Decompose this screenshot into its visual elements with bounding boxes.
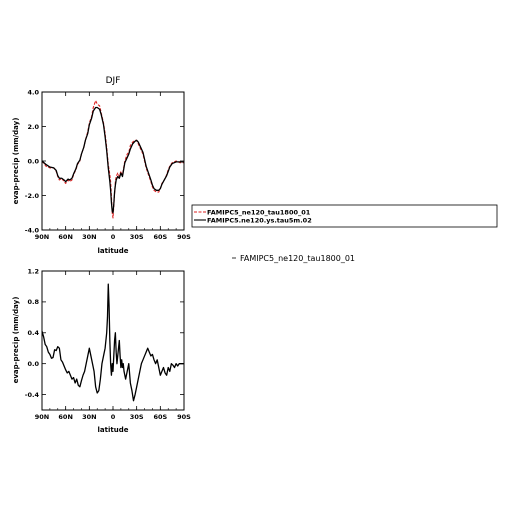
bottom-panel: 90N 60N 30N 0 30S 60S 90S -0.4 0.0 0.4 0.8 1.2 lat…: [12, 267, 191, 434]
legend-items: FAMIPC5_ne120_tau1800_01FAMIPC5.ne120.ys…: [194, 208, 312, 224]
top-x-tick-label: 30N: [82, 233, 97, 241]
bottom-x-tick-label: 90N: [35, 413, 50, 421]
bottom-y-tick-label: 1.2: [27, 267, 39, 275]
annotation: FAMIPC5_ne120_tau1800_01: [232, 254, 355, 263]
bottom-y-ticks: -0.4 0.0 0.4 0.8 1.2: [25, 267, 184, 399]
bottom-y-axis-label: evap-precip (mm/day): [12, 297, 20, 384]
legend-label-1: FAMIPC5_ne120_tau1800_01: [207, 208, 311, 216]
bottom-series-line-1: [41, 283, 184, 402]
bottom-y-tick-label: -0.4: [25, 391, 40, 399]
bottom-x-tick-label: 0: [111, 413, 116, 421]
top-x-tick-label: 90S: [177, 233, 191, 241]
top-x-tick-label: 30S: [130, 233, 144, 241]
top-y-tick-label: -4.0: [25, 226, 40, 234]
top-x-tick-label: 60N: [58, 233, 73, 241]
bottom-y-tick-label: 0.0: [27, 360, 39, 368]
top-y-ticks: -4.0 -2.0 0.0 2.0 4.0: [25, 88, 184, 234]
top-series-group: [41, 100, 184, 219]
top-series-line-1: [41, 100, 184, 219]
bottom-x-axis-label: latitude: [98, 426, 129, 434]
bottom-y-tick-label: 0.8: [27, 298, 39, 306]
top-y-tick-label: 4.0: [27, 88, 39, 96]
bottom-y-tick-label: 0.4: [27, 329, 39, 337]
bottom-x-tick-label: 30S: [130, 413, 144, 421]
bottom-x-tick-label: 30N: [82, 413, 97, 421]
top-y-tick-label: 0.0: [27, 157, 39, 165]
top-x-tick-label: 60S: [153, 233, 167, 241]
bottom-x-tick-label: 90S: [177, 413, 191, 421]
top-y-tick-label: 2.0: [27, 123, 39, 131]
top-y-tick-label: -2.0: [25, 192, 40, 200]
top-x-tick-label: 0: [111, 233, 116, 241]
legend-label-2: FAMIPC5.ne120.ys.tau5m.02: [207, 216, 312, 224]
bottom-x-tick-label: 60S: [153, 413, 167, 421]
bottom-series-group: [41, 283, 184, 402]
bottom-plot-frame: [41, 270, 185, 411]
bottom-x-ticks: 90N 60N 30N 0 30S 60S 90S: [35, 271, 191, 421]
legend-box: [191, 204, 498, 228]
top-x-ticks: 90N 60N 30N 0 30S 60S 90S: [35, 92, 191, 241]
bottom-x-tick-label: 60N: [58, 413, 73, 421]
top-x-tick-label: 90N: [35, 233, 50, 241]
annotation-text: FAMIPC5_ne120_tau1800_01: [240, 254, 355, 263]
top-chart-title: DJF: [106, 76, 121, 86]
top-x-axis-label: latitude: [98, 247, 129, 255]
legend: FAMIPC5_ne120_tau1800_01FAMIPC5.ne120.ys…: [191, 204, 498, 228]
top-panel: DJF 90N 60N 30N 0 30S 60S 90S -4.0 -2.0 0.0 2.0 4.…: [12, 76, 191, 255]
top-y-axis-label: evap-precip (mm/day): [12, 118, 20, 205]
top-series-line-2: [41, 106, 184, 214]
